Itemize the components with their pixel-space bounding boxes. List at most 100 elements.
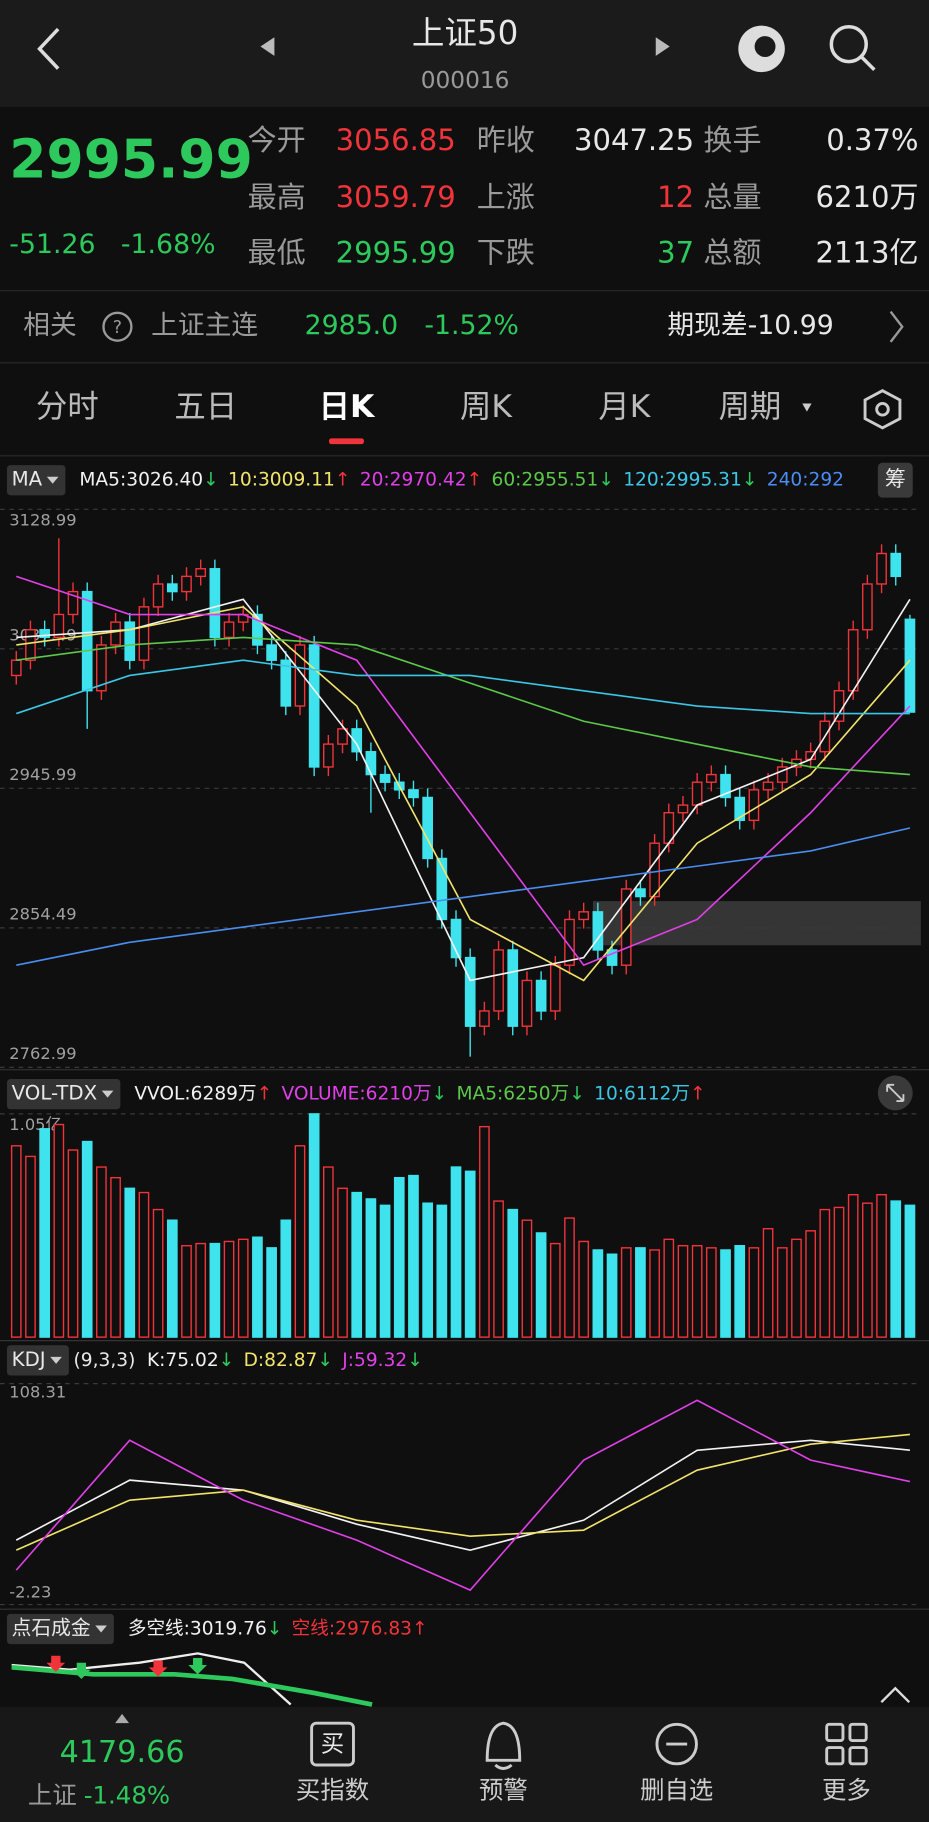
legend-value: 120:2995.31 bbox=[623, 470, 742, 491]
candle-body bbox=[81, 590, 93, 692]
chip-button[interactable] bbox=[877, 462, 913, 498]
tab[interactable]: 周K bbox=[460, 389, 513, 425]
nav-label[interactable]: 预警 bbox=[479, 1776, 528, 1805]
back-button[interactable] bbox=[37, 27, 60, 70]
quote-value: 12 bbox=[657, 180, 694, 214]
volume-bar bbox=[677, 1245, 689, 1338]
more-icon[interactable] bbox=[825, 1722, 868, 1766]
indicator-name: 点石成金 bbox=[12, 1616, 91, 1639]
quote-label: 换手 bbox=[703, 123, 761, 157]
nav-label[interactable]: 买指数 bbox=[296, 1776, 369, 1805]
volume-bar bbox=[493, 1200, 504, 1338]
legend-value: MA5:3026.40 bbox=[79, 470, 203, 491]
volume-bar bbox=[181, 1245, 192, 1338]
next-button[interactable] bbox=[655, 37, 670, 56]
legend-value: MA5:6250万 bbox=[456, 1084, 569, 1105]
legend-arrow: ↓ bbox=[267, 1618, 283, 1639]
candle-body bbox=[620, 888, 632, 966]
expand-mark bbox=[115, 1713, 130, 1724]
buy-icon[interactable] bbox=[310, 1721, 355, 1767]
legend-value: 10:3009.11 bbox=[228, 470, 335, 491]
volume-bar bbox=[337, 1187, 348, 1338]
settings-button[interactable] bbox=[863, 389, 902, 430]
volume-bar bbox=[762, 1228, 774, 1338]
related-label: 相关 bbox=[23, 310, 76, 341]
volume-bar bbox=[791, 1238, 802, 1338]
nav-label[interactable]: 删自选 bbox=[640, 1776, 713, 1805]
legend-value: 10:6112万 bbox=[594, 1084, 690, 1105]
volume-bar bbox=[252, 1236, 263, 1338]
candle-body bbox=[762, 781, 774, 791]
volume-bar bbox=[308, 1113, 320, 1338]
indicator-badge[interactable] bbox=[6, 465, 66, 496]
indicator-name: KDJ bbox=[12, 1348, 46, 1371]
candle-body bbox=[521, 979, 533, 1027]
remove-icon[interactable] bbox=[655, 1722, 698, 1766]
more-arrow[interactable] bbox=[889, 310, 904, 343]
volume-bar bbox=[535, 1232, 547, 1338]
change: -51.26 bbox=[9, 229, 95, 260]
tab[interactable]: 日K bbox=[319, 389, 376, 425]
search-icon[interactable] bbox=[829, 25, 876, 72]
volume-bar bbox=[578, 1240, 590, 1338]
legend-value: D:82.87 bbox=[244, 1350, 318, 1371]
indicator-badge[interactable] bbox=[6, 1613, 114, 1645]
indicator-badge[interactable] bbox=[6, 1079, 121, 1110]
quote-value: 3056.85 bbox=[336, 123, 456, 157]
change-pct: -1.68% bbox=[121, 229, 216, 260]
candle-body bbox=[195, 568, 207, 578]
volume-bar bbox=[152, 1208, 164, 1338]
candle-body bbox=[124, 621, 136, 661]
volume-bar bbox=[322, 1166, 334, 1338]
y-tick-label: 108.31 bbox=[9, 1382, 66, 1401]
icon-shape bbox=[825, 1746, 845, 1766]
volume-bar bbox=[847, 1193, 859, 1338]
quote-value: 3047.25 bbox=[574, 123, 694, 157]
candle-body bbox=[904, 618, 916, 713]
candle-body bbox=[223, 621, 235, 639]
volume-bar bbox=[691, 1245, 703, 1338]
indicator-line bbox=[16, 598, 911, 982]
candle-body bbox=[408, 789, 419, 799]
mascot-icon[interactable] bbox=[738, 25, 785, 73]
icon-shape bbox=[825, 1722, 845, 1743]
tab[interactable]: 周期 bbox=[719, 389, 782, 425]
collapse-arrow[interactable] bbox=[880, 1686, 911, 1704]
nav-label[interactable]: 更多 bbox=[822, 1776, 871, 1805]
candle-body bbox=[450, 918, 462, 959]
legend-value: 空线:2976.83 bbox=[292, 1618, 412, 1639]
tab[interactable]: 五日 bbox=[174, 389, 237, 425]
volume-bar bbox=[237, 1238, 249, 1338]
volume-bar bbox=[549, 1242, 561, 1338]
volume-bar bbox=[365, 1198, 377, 1338]
volume-bar bbox=[379, 1204, 391, 1338]
candle-body bbox=[280, 659, 292, 707]
prev-button[interactable] bbox=[260, 37, 275, 56]
icon-shape bbox=[886, 1083, 905, 1103]
indicator-badge[interactable] bbox=[6, 1345, 69, 1376]
candle-body bbox=[734, 796, 746, 822]
candle-body bbox=[110, 621, 121, 646]
legend-value: J:59.32 bbox=[341, 1350, 407, 1371]
expand-button[interactable] bbox=[877, 1075, 913, 1111]
legend-value: VVOL:6289万 bbox=[134, 1084, 256, 1105]
quote-value: 2995.99 bbox=[336, 236, 456, 270]
candle-body bbox=[592, 911, 604, 951]
code: 000016 bbox=[421, 67, 510, 94]
help-icon[interactable] bbox=[102, 311, 133, 342]
alert-icon[interactable] bbox=[485, 1721, 522, 1770]
tab[interactable]: 分时 bbox=[36, 389, 99, 425]
quote-value: 3059.79 bbox=[336, 180, 456, 214]
candle-body bbox=[152, 583, 164, 608]
candle-body bbox=[252, 613, 263, 646]
legend-arrow: ↓ bbox=[407, 1350, 423, 1371]
quote-label: 下跌 bbox=[477, 236, 535, 270]
dropdown-arrow bbox=[802, 403, 812, 412]
dropdown-arrow bbox=[50, 1356, 62, 1364]
candle-body bbox=[564, 918, 575, 966]
volume-bar bbox=[166, 1219, 178, 1338]
indicator-line bbox=[15, 1399, 911, 1592]
candle-body bbox=[96, 644, 107, 692]
tab[interactable]: 月K bbox=[598, 389, 651, 425]
index-price[interactable]: 4179.66 bbox=[60, 1735, 185, 1770]
